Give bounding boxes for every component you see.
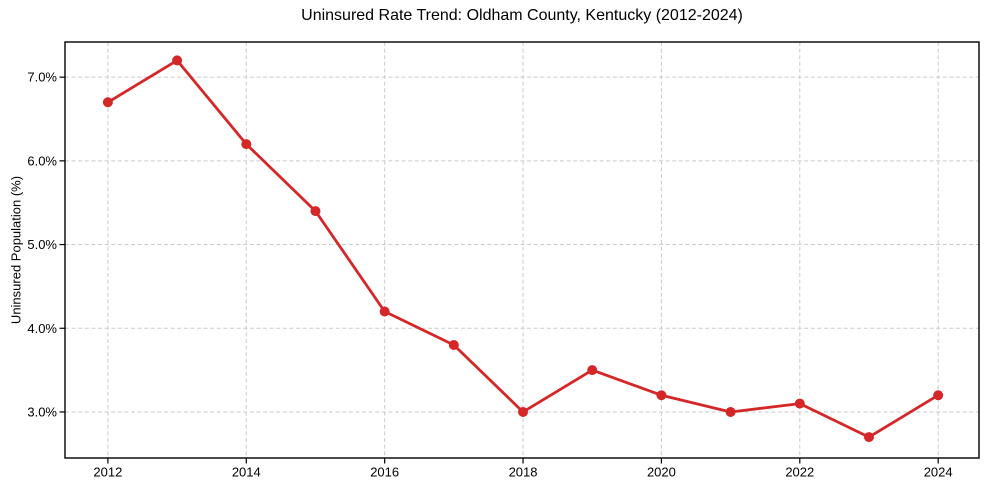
y-tick-label: 5.0% [27,237,57,252]
x-tick-label: 2012 [93,465,122,480]
y-tick-label: 7.0% [27,70,57,85]
data-point-2020 [656,390,667,401]
x-tick-label: 2020 [647,465,676,480]
chart-title: Uninsured Rate Trend: Oldham County, Ken… [301,7,743,24]
x-tick-label: 2016 [370,465,399,480]
data-point-2012 [102,97,113,108]
data-point-2023 [863,432,874,443]
x-tick-label: 2024 [924,465,953,480]
data-point-2014 [241,139,252,150]
data-point-2019 [587,365,598,376]
plot-border [64,41,980,459]
data-point-2013 [172,55,183,66]
x-tick-label: 2022 [785,465,814,480]
data-point-2024 [933,390,944,401]
data-point-2016 [379,306,390,317]
data-point-2022 [794,398,805,409]
data-point-2021 [725,406,736,417]
data-point-2018 [518,406,529,417]
data-point-2015 [310,206,321,217]
x-tick-label: 2018 [509,465,538,480]
x-tick-label: 2014 [232,465,261,480]
y-tick-label: 6.0% [27,153,57,168]
y-tick-label: 4.0% [27,321,57,336]
data-point-2017 [448,340,459,351]
y-tick-label: 3.0% [27,404,57,419]
